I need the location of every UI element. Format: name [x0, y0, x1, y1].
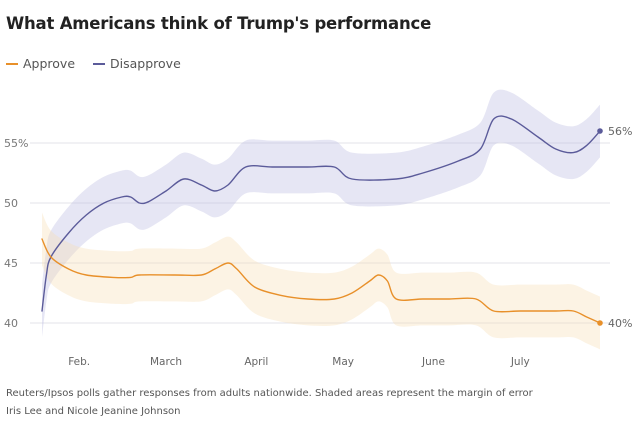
legend-label-approve: Approve	[23, 56, 76, 71]
x-tick-label: April	[244, 356, 268, 368]
disapprove-swatch	[93, 62, 106, 65]
chart-title: What Americans think of Trump's performa…	[6, 14, 432, 33]
y-tick-label: 55%	[4, 137, 28, 150]
end-point-approve	[597, 320, 603, 326]
end-label-disapprove: 56%	[608, 125, 632, 138]
source-note: Reuters/Ipsos polls gather responses fro…	[6, 388, 533, 399]
x-tick-label: March	[150, 356, 182, 368]
credit-line: Iris Lee and Nicole Jeanine Johnson	[6, 406, 181, 417]
band-disapprove	[42, 89, 600, 338]
legend-label-disapprove: Disapprove	[110, 56, 181, 71]
end-point-disapprove	[597, 128, 603, 134]
end-label-approve: 40%	[608, 317, 632, 330]
y-tick-label: 50	[4, 197, 18, 210]
approve-swatch	[6, 62, 18, 65]
x-tick-label: June	[421, 356, 445, 368]
y-tick-label: 45	[4, 257, 18, 270]
line-disapprove	[41, 115, 601, 312]
band-approve	[42, 212, 600, 350]
line-approve	[41, 238, 601, 324]
legend-item-disapprove: Disapprove	[93, 56, 181, 71]
legend-item-approve: Approve	[6, 56, 75, 71]
y-tick-label: 40	[4, 317, 18, 330]
legend: Approve Disapprove	[6, 56, 181, 71]
x-tick-label: Feb.	[68, 356, 90, 368]
x-tick-label: May	[332, 356, 354, 368]
x-tick-label: July	[510, 356, 530, 368]
